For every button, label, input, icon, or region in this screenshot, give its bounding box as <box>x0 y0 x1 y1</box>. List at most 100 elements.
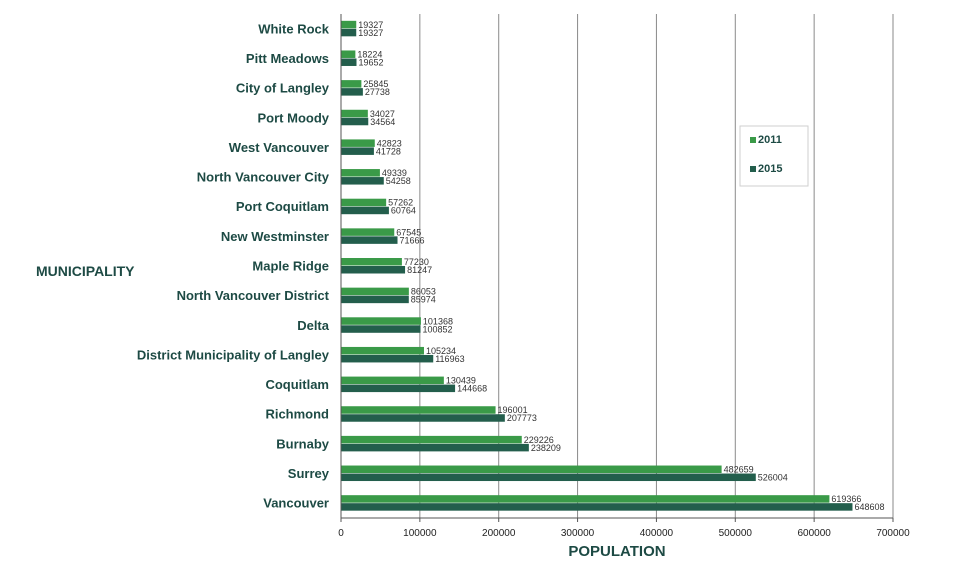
category-labels: White Rock Pitt Meadows City of Langley Por… <box>137 21 330 510</box>
legend-label-2015: 2015 <box>758 163 782 175</box>
x-tick-label: 200000 <box>482 528 516 539</box>
data-label-2011: 34027 <box>370 109 395 119</box>
category-label: Richmond <box>265 407 329 422</box>
data-label-2015: 238209 <box>531 443 561 453</box>
x-tick-label: 500000 <box>719 528 753 539</box>
legend: 2011 2015 <box>739 125 809 187</box>
legend-box <box>739 125 809 187</box>
x-tick-label: 300000 <box>561 528 595 539</box>
bar-2015 <box>341 58 357 66</box>
category-label: Coquitlam <box>265 377 329 392</box>
data-label-2011: 101368 <box>423 316 453 326</box>
bar-2015 <box>341 295 409 304</box>
category-label: North Vancouver City <box>197 170 330 185</box>
data-label-2015: 60764 <box>391 206 416 216</box>
x-tick-label: 600000 <box>797 528 831 539</box>
data-label-2015: 85974 <box>411 295 436 305</box>
data-label-2011: 229226 <box>524 435 554 445</box>
bar-2011 <box>341 317 421 325</box>
category-label: Port Coquitlam <box>236 199 329 214</box>
bar-2015 <box>341 473 756 482</box>
x-tick-label: 700000 <box>876 528 910 539</box>
bar-2015 <box>341 266 406 274</box>
data-label-2011: 42823 <box>377 138 402 148</box>
x-tick-label: 100000 <box>403 528 437 539</box>
x-tick-labels: 0 100000 200000 300000 400000 500000 600000 700… <box>338 528 910 539</box>
data-label-2015: 81247 <box>407 265 432 275</box>
bar-2015 <box>341 206 389 215</box>
bar-2011 <box>341 109 368 118</box>
bar-2011 <box>341 406 496 414</box>
data-label-2011: 77230 <box>404 257 429 267</box>
data-label-2011: 196001 <box>498 405 528 415</box>
bar-2015 <box>341 177 384 185</box>
x-axis-title: POPULATION <box>568 543 665 560</box>
bar-2011 <box>341 169 380 177</box>
bar-2011 <box>341 346 424 355</box>
category-label: District Municipality of Langley <box>137 347 330 362</box>
data-label-2015: 116963 <box>435 354 464 364</box>
category-label: Surrey <box>288 466 330 481</box>
data-label-2015: 27738 <box>365 87 390 97</box>
x-tick-label: 400000 <box>640 528 674 539</box>
bar-2011 <box>341 435 522 444</box>
y-axis-title: MUNICIPALITY <box>36 263 135 279</box>
data-label-2015: 100852 <box>423 324 453 334</box>
bar-2011 <box>341 198 387 207</box>
category-label: City of Langley <box>236 81 330 96</box>
bar-2011 <box>341 20 357 29</box>
data-label-2011: 130439 <box>446 376 476 386</box>
data-label-2011: 19327 <box>358 20 383 30</box>
x-tick-label: 0 <box>338 528 344 539</box>
bar-2011 <box>341 228 395 236</box>
bar-2011 <box>341 258 402 266</box>
bar-2015 <box>341 28 357 37</box>
legend-swatch-2011 <box>750 137 756 143</box>
data-label-2015: 526004 <box>758 473 788 483</box>
data-label-2015: 19327 <box>358 28 383 38</box>
bar-2011 <box>341 465 722 474</box>
data-label-2011: 86053 <box>411 287 436 297</box>
data-label-2015: 71666 <box>400 235 425 245</box>
bar-2015 <box>341 236 398 244</box>
category-label: Vancouver <box>263 496 329 511</box>
bar-2015 <box>341 88 363 96</box>
data-label-2015: 648608 <box>854 502 884 512</box>
category-label: West Vancouver <box>229 140 329 155</box>
data-label-2015: 41728 <box>376 146 401 156</box>
bar-2015 <box>341 354 434 363</box>
category-label: Maple Ridge <box>252 259 329 274</box>
bar-2011 <box>341 376 444 385</box>
category-label: New Westminster <box>221 229 329 244</box>
data-label-2015: 54258 <box>386 176 411 186</box>
bar-2015 <box>341 117 369 126</box>
data-label-2011: 18224 <box>357 49 382 59</box>
data-label-2011: 105234 <box>426 346 456 356</box>
category-label: White Rock <box>258 21 330 36</box>
data-label-2011: 49339 <box>382 168 407 178</box>
category-label: Port Moody <box>258 110 330 125</box>
category-label: North Vancouver District <box>177 288 330 303</box>
bar-2011 <box>341 80 362 88</box>
bar-2015 <box>341 325 421 333</box>
bar-2015 <box>341 503 853 511</box>
data-label-2015: 144668 <box>457 384 487 394</box>
data-label-2011: 25845 <box>363 79 388 89</box>
bar-2015 <box>341 414 505 422</box>
bar-2011 <box>341 287 409 296</box>
bar-2015 <box>341 147 374 155</box>
bar-2015 <box>341 443 529 452</box>
data-label-2011: 619366 <box>831 494 861 504</box>
data-label-2011: 482659 <box>724 465 754 475</box>
data-label-2015: 19652 <box>358 57 383 67</box>
bar-2011 <box>341 495 830 503</box>
bar-2011 <box>341 50 356 58</box>
data-label-2015: 34564 <box>370 117 395 127</box>
category-label: Pitt Meadows <box>246 51 329 66</box>
data-label-2015: 207773 <box>507 413 537 423</box>
data-label-2011: 67545 <box>396 227 421 237</box>
grid-lines <box>340 14 894 522</box>
bar-2011 <box>341 139 375 147</box>
